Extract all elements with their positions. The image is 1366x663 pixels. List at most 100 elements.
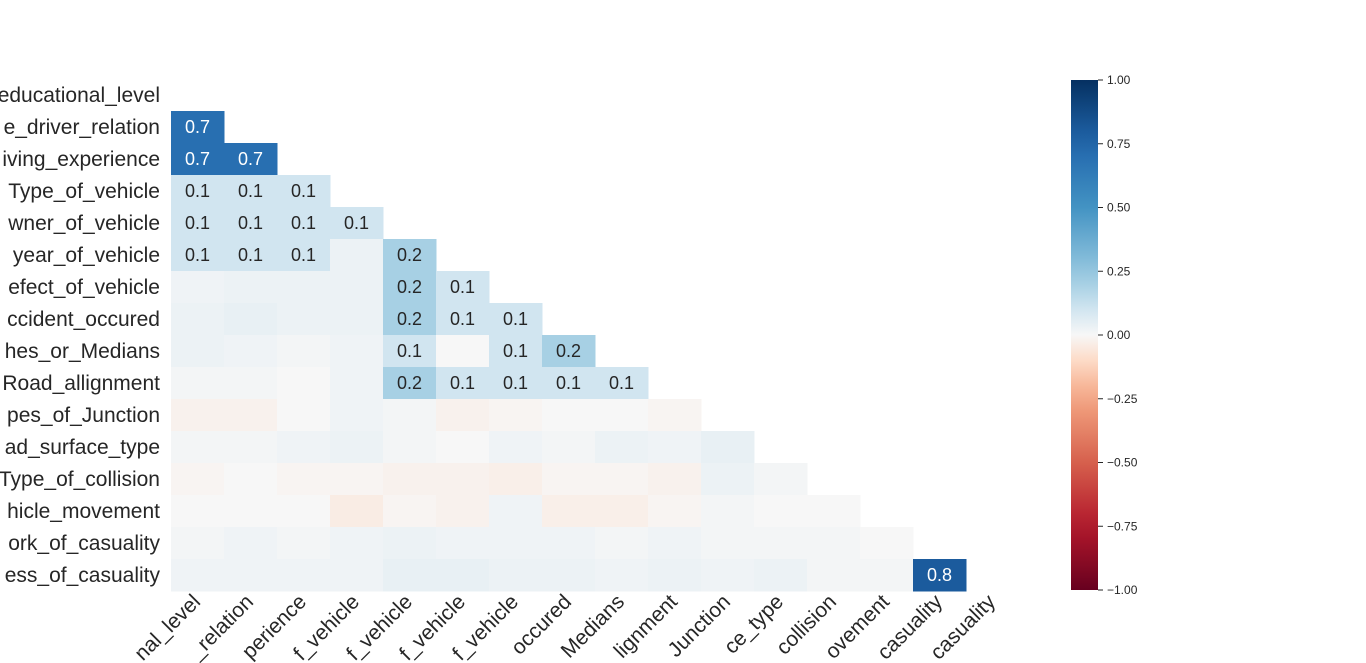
heatmap-cell <box>171 175 225 208</box>
heatmap-cell <box>330 431 384 464</box>
heatmap-cell <box>171 527 225 560</box>
heatmap-cell <box>171 111 225 144</box>
heatmap-cell <box>277 559 331 592</box>
heatmap-cell <box>701 463 755 496</box>
heatmap-cell <box>701 559 755 592</box>
cell-value-label: 0.1 <box>609 373 634 393</box>
heatmap-cell <box>489 527 543 560</box>
heatmap-cell <box>277 335 331 368</box>
heatmap-cell <box>754 559 808 592</box>
heatmap-cell <box>648 527 702 560</box>
colorbar-tick-label: −0.50 <box>1107 456 1138 470</box>
row-label: ork_of_casuality <box>8 532 160 555</box>
cell-value-label: 0.1 <box>185 245 210 265</box>
cell-value-label: 0.1 <box>344 213 369 233</box>
heatmap-cell <box>595 399 649 432</box>
cell-value-label: 0.2 <box>556 341 581 361</box>
cell-value-label: 0.1 <box>291 245 316 265</box>
heatmap-cell <box>277 367 331 400</box>
heatmap-cell <box>224 303 278 336</box>
heatmap-cell <box>489 463 543 496</box>
heatmap-cell <box>542 463 596 496</box>
heatmap-cell <box>330 367 384 400</box>
heatmap-cell <box>383 271 437 304</box>
heatmap-cell <box>542 399 596 432</box>
cell-value-label: 0.1 <box>503 309 528 329</box>
row-label: ess_of_casuality <box>5 564 161 587</box>
row-label: wner_of_vehicle <box>7 212 160 235</box>
heatmap-cell <box>542 335 596 368</box>
heatmap-cell <box>330 559 384 592</box>
heatmap-cell <box>436 495 490 528</box>
colorbar-tick-label: 0.50 <box>1107 201 1131 215</box>
heatmap-cell <box>754 495 808 528</box>
heatmap-cell <box>489 367 543 400</box>
heatmap-cell <box>489 495 543 528</box>
heatmap-cell <box>542 367 596 400</box>
heatmap-cell <box>701 495 755 528</box>
heatmap-cell <box>489 431 543 464</box>
heatmap-cell <box>224 367 278 400</box>
heatmap-cell <box>224 495 278 528</box>
heatmap-cell <box>383 335 437 368</box>
cell-value-label: 0.7 <box>238 149 263 169</box>
heatmap-cell <box>171 367 225 400</box>
heatmap-cell <box>383 463 437 496</box>
heatmap-cell <box>648 399 702 432</box>
heatmap-cell <box>595 463 649 496</box>
heatmap-cell <box>171 463 225 496</box>
colorbar-tick-label: −0.75 <box>1107 519 1138 533</box>
cell-value-label: 0.7 <box>185 149 210 169</box>
heatmap-cell <box>754 463 808 496</box>
heatmap-cell <box>330 303 384 336</box>
heatmap-cell <box>224 527 278 560</box>
heatmap-cell <box>807 559 861 592</box>
heatmap-cell <box>383 559 437 592</box>
row-label: hicle_movement <box>7 500 160 523</box>
row-label: year_of_vehicle <box>13 244 160 267</box>
heatmap-cell <box>383 303 437 336</box>
heatmap-cell <box>224 207 278 240</box>
cell-value-label: 0.1 <box>503 373 528 393</box>
heatmap-cell <box>436 527 490 560</box>
heatmap-cell <box>595 367 649 400</box>
heatmap-cell <box>171 559 225 592</box>
heatmap-cell <box>224 271 278 304</box>
heatmap-cell <box>648 559 702 592</box>
heatmap-cell <box>277 207 331 240</box>
heatmap-cell <box>171 399 225 432</box>
heatmap-cell <box>330 495 384 528</box>
heatmap-cell <box>701 431 755 464</box>
row-label: pes_of_Junction <box>7 404 160 427</box>
colorbar-tick-label: 0.75 <box>1107 137 1131 151</box>
heatmap-cell <box>224 335 278 368</box>
row-label: Road_allignment <box>2 372 160 395</box>
heatmap-cell <box>330 207 384 240</box>
heatmap-cell <box>754 527 808 560</box>
heatmap-cell <box>913 559 967 592</box>
row-label: iving_experience <box>2 148 160 171</box>
heatmap-cell <box>171 207 225 240</box>
heatmap-cell <box>595 431 649 464</box>
heatmap-cell <box>277 239 331 272</box>
column-labels: nal_level_relationperiencef_vehiclef_veh… <box>130 590 1000 663</box>
heatmap-cell <box>224 175 278 208</box>
heatmap-cell <box>436 431 490 464</box>
heatmap-cell <box>807 527 861 560</box>
colorbar: 1.00 0.75 0.50 0.25 0.00 −0.25 −0.50 −0.75 −1.00 <box>1071 73 1138 597</box>
cell-value-label: 0.2 <box>397 245 422 265</box>
heatmap-cell <box>171 335 225 368</box>
row-label: ccident_occured <box>7 308 160 331</box>
heatmap-cell <box>648 495 702 528</box>
heatmap-cell <box>171 495 225 528</box>
heatmap-cell <box>224 143 278 176</box>
cell-value-label: 0.1 <box>397 341 422 361</box>
colorbar-tick-label: −1.00 <box>1107 583 1138 597</box>
heatmap-cell <box>171 239 225 272</box>
heatmap-cell <box>436 463 490 496</box>
row-label: educational_level <box>0 84 160 107</box>
colorbar-gradient <box>1071 80 1098 590</box>
cell-value-label: 0.1 <box>185 213 210 233</box>
heatmap-cell <box>383 527 437 560</box>
heatmap-cell <box>648 463 702 496</box>
